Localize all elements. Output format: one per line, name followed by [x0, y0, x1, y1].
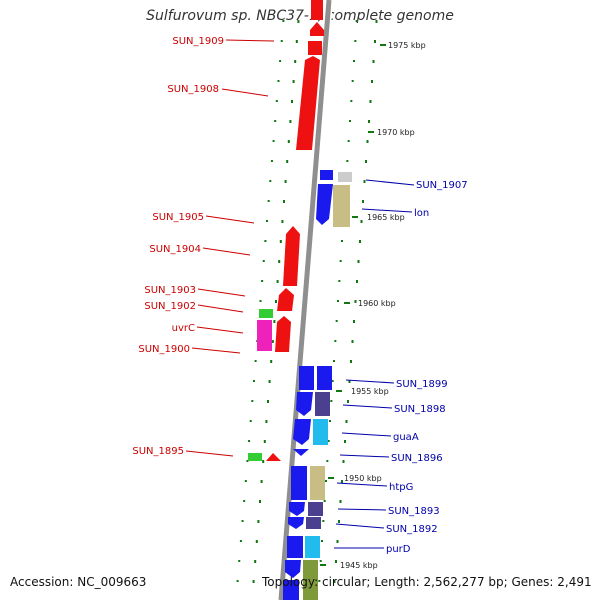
gene-sun-1907-head[interactable]	[320, 170, 333, 180]
leader-line	[205, 215, 255, 224]
gene-sun-1902[interactable]	[259, 309, 273, 318]
gene-sun-1893b[interactable]	[308, 502, 323, 516]
gene-label-lon[interactable]: lon	[414, 208, 429, 219]
gene-bottom-green[interactable]	[303, 560, 318, 600]
gene-label-sun-1908[interactable]: SUN_1908	[167, 84, 219, 95]
gene-label-sun-1902[interactable]: SUN_1902	[144, 301, 196, 312]
gene-label-guaa[interactable]: guaA	[393, 432, 419, 443]
tick-label: 1955 kbp	[351, 387, 389, 396]
leader-line	[341, 432, 392, 437]
scale-ticks: 1975 kbp 1970 kbp 1965 kbp 1960 kbp 1955…	[320, 41, 426, 570]
gene-label-sun-1903[interactable]: SUN_1903	[144, 285, 196, 296]
gene-sun-1895-red[interactable]	[266, 453, 281, 461]
tick-label: 1975 kbp	[388, 41, 426, 50]
leader-line	[342, 404, 393, 409]
topology-text: Topology: circular; Length: 2,562,277 bp…	[262, 575, 592, 589]
gene-lon[interactable]	[333, 185, 350, 227]
gene-label-uvrc[interactable]: uvrC	[172, 323, 195, 334]
tick-label: 1965 kbp	[367, 213, 405, 222]
gene-purd-cyan[interactable]	[305, 536, 320, 558]
gene-sun-1898b[interactable]	[315, 392, 330, 416]
gene-sun-1909[interactable]	[311, 0, 323, 20]
gene-lon-head[interactable]	[338, 172, 352, 182]
gene-label-sun-1907[interactable]: SUN_1907	[416, 180, 468, 191]
gene-bottom-blue2[interactable]	[283, 580, 299, 600]
leader-line	[337, 508, 387, 511]
gene-label-sun-1900[interactable]: SUN_1900	[138, 344, 190, 355]
tick-label: 1950 kbp	[344, 474, 382, 483]
tick-label: 1945 kbp	[340, 561, 378, 570]
orf-dash-columns	[236, 20, 378, 583]
gene-sun-1905[interactable]	[283, 226, 300, 286]
gene-sun-1895[interactable]	[248, 453, 262, 461]
gene-htpg-tan[interactable]	[310, 466, 325, 500]
gene-label-sun-1898[interactable]: SUN_1898	[394, 404, 446, 415]
gene-label-sun-1905[interactable]: SUN_1905	[152, 212, 204, 223]
leader-line	[191, 347, 241, 354]
gene-label-sun-1892[interactable]: SUN_1892	[386, 524, 438, 535]
gene-uvrc[interactable]	[275, 316, 291, 352]
leader-line	[345, 379, 395, 384]
gene-sun-1903[interactable]	[277, 288, 294, 311]
gene-guaa-cyan[interactable]	[313, 419, 328, 445]
genome-backbone-line	[278, 0, 332, 600]
leader-line	[221, 88, 269, 97]
gene-label-sun-1896[interactable]: SUN_1896	[391, 453, 443, 464]
leader-line	[196, 326, 244, 334]
leader-line	[197, 288, 246, 297]
leader-line	[225, 39, 275, 42]
gene-label-purd[interactable]: purD	[386, 544, 411, 555]
leader-line	[335, 523, 385, 529]
gene-sun-1896[interactable]	[293, 449, 309, 456]
leader-line	[361, 208, 413, 213]
left-gene-labels: SUN_1909 SUN_1908 SUN_1905 SUN_1904 SUN_…	[132, 36, 275, 457]
gene-label-htpg[interactable]: htpG	[389, 482, 413, 493]
tick-label: 1960 kbp	[358, 299, 396, 308]
gene-sun-1899b[interactable]	[317, 366, 332, 390]
leader-line	[202, 247, 251, 256]
gene-sun-1893[interactable]	[289, 502, 305, 516]
forward-strand-genes	[283, 170, 352, 600]
gene-bottom-blue[interactable]	[285, 560, 301, 578]
leader-line	[336, 482, 388, 487]
gene-label-sun-1909[interactable]: SUN_1909	[172, 36, 224, 47]
gene-sun-1908[interactable]	[296, 56, 320, 150]
gene-sun-1892b[interactable]	[306, 517, 321, 529]
gene-htpg[interactable]	[291, 466, 307, 500]
gene-guaa[interactable]	[293, 419, 311, 445]
right-gene-labels: SUN_1907 lon SUN_1899 SUN_1898 guaA SUN_…	[334, 179, 468, 555]
leader-line	[185, 450, 234, 457]
gene-label-sun-1893[interactable]: SUN_1893	[388, 506, 440, 517]
gene-label-sun-1899[interactable]: SUN_1899	[396, 379, 448, 390]
gene-purd[interactable]	[287, 536, 303, 558]
accession-text: Accession: NC_009663	[10, 575, 147, 589]
leader-line	[365, 179, 415, 186]
gene-sun-1892[interactable]	[288, 517, 304, 529]
gene-label-sun-1904[interactable]: SUN_1904	[149, 244, 201, 255]
leader-line	[197, 304, 244, 313]
gene-sun-1909b[interactable]	[308, 41, 322, 55]
leader-line	[339, 454, 390, 458]
gene-sun-1907[interactable]	[316, 184, 333, 225]
gene-label-sun-1895[interactable]: SUN_1895	[132, 446, 184, 457]
tick-label: 1970 kbp	[377, 128, 415, 137]
gene-uvrc-pink[interactable]	[257, 320, 272, 351]
reverse-strand-genes	[248, 0, 324, 461]
gene-sun-1898[interactable]	[296, 392, 313, 416]
gene-sun-1909-arrow	[310, 22, 324, 36]
gene-sun-1899[interactable]	[299, 366, 314, 390]
